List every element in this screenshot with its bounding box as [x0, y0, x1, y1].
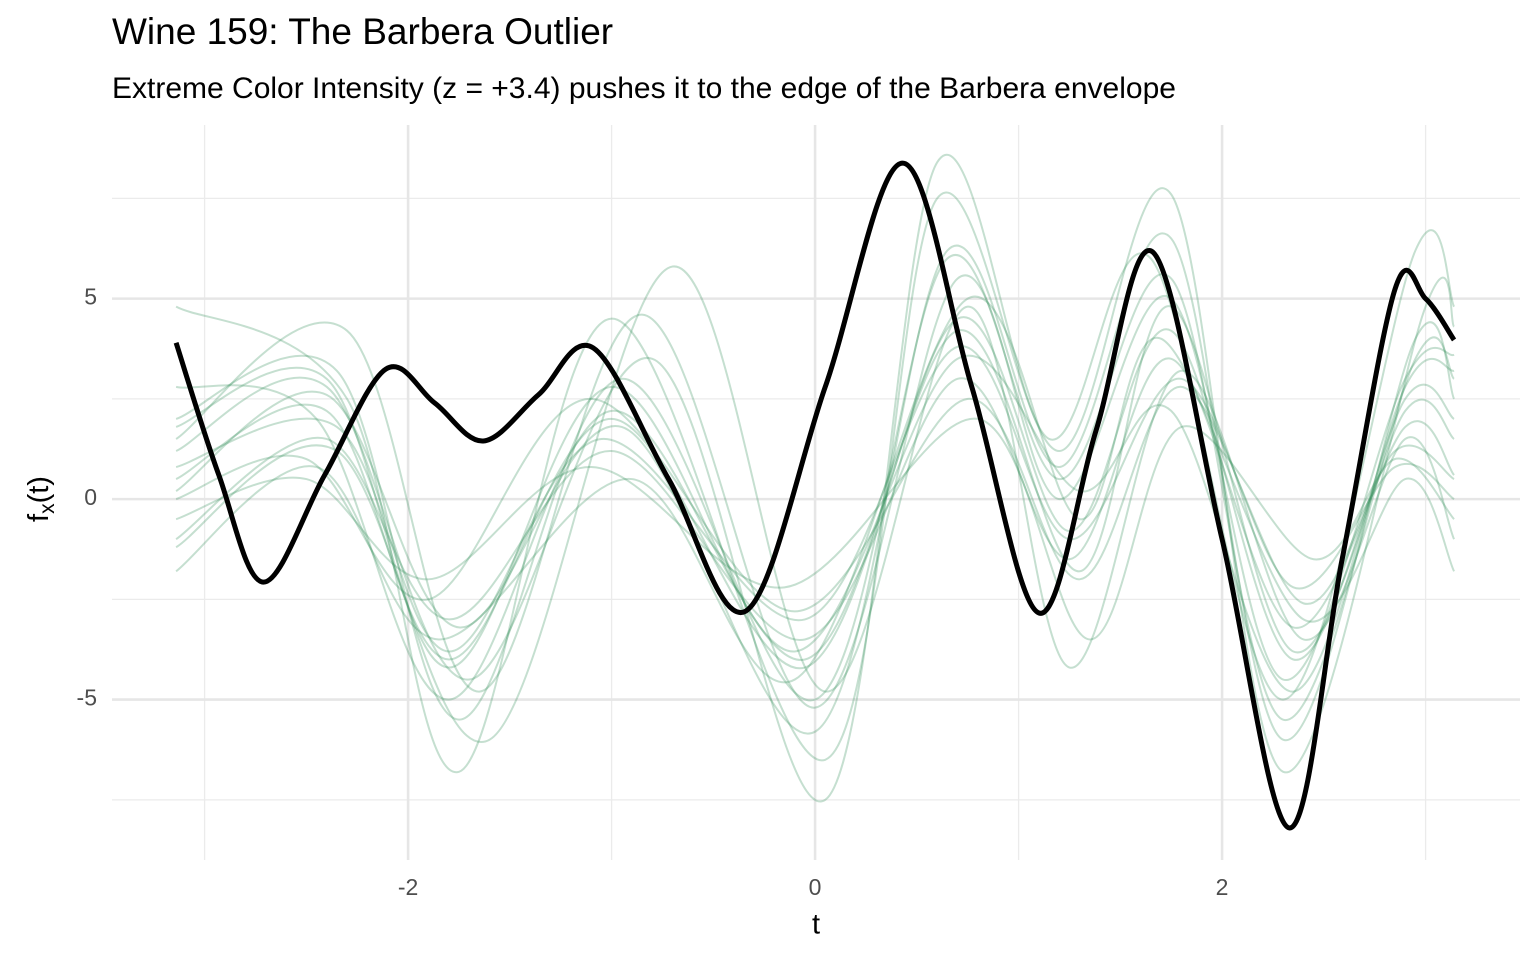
curve: [175, 265, 1455, 743]
x-axis-title: t: [812, 909, 820, 941]
chart-title: Wine 159: The Barbera Outlier: [112, 11, 613, 52]
curve: [175, 345, 1455, 653]
y-tick-label: -5: [77, 685, 97, 711]
curve: [175, 354, 1455, 693]
curve: [175, 305, 1455, 701]
curve: [175, 295, 1455, 684]
y-tick-label: 0: [84, 484, 97, 510]
y-title-main: f: [23, 513, 55, 522]
x-tick-label: -2: [398, 874, 418, 900]
curve: [175, 385, 1455, 613]
chart-subtitle: Extreme Color Intensity (z = +3.4) pushe…: [112, 72, 1176, 105]
y-tick-label: 5: [84, 284, 97, 310]
x-tick-label: 0: [809, 874, 822, 900]
curve: [175, 254, 1455, 721]
curve: [175, 417, 1455, 641]
curve: [175, 274, 1455, 709]
curve: [175, 232, 1455, 741]
highlight-curve: [173, 160, 1457, 831]
curve: [175, 357, 1455, 641]
y-axis-title: fx(t): [23, 476, 59, 522]
y-title-tail: (t): [23, 476, 55, 503]
x-tick-label: 2: [1216, 874, 1229, 900]
curve: [175, 316, 1455, 669]
y-title-sub: x: [36, 503, 59, 514]
